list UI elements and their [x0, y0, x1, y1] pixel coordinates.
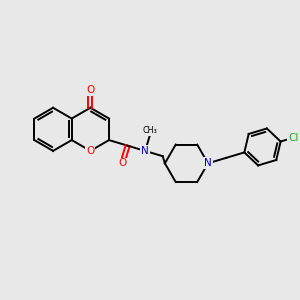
- Text: Cl: Cl: [288, 133, 298, 143]
- Text: O: O: [86, 85, 94, 95]
- Text: O: O: [118, 158, 126, 168]
- Text: N: N: [204, 158, 212, 168]
- Text: CH₃: CH₃: [142, 126, 157, 135]
- Text: N: N: [141, 146, 149, 156]
- Text: O: O: [86, 146, 94, 156]
